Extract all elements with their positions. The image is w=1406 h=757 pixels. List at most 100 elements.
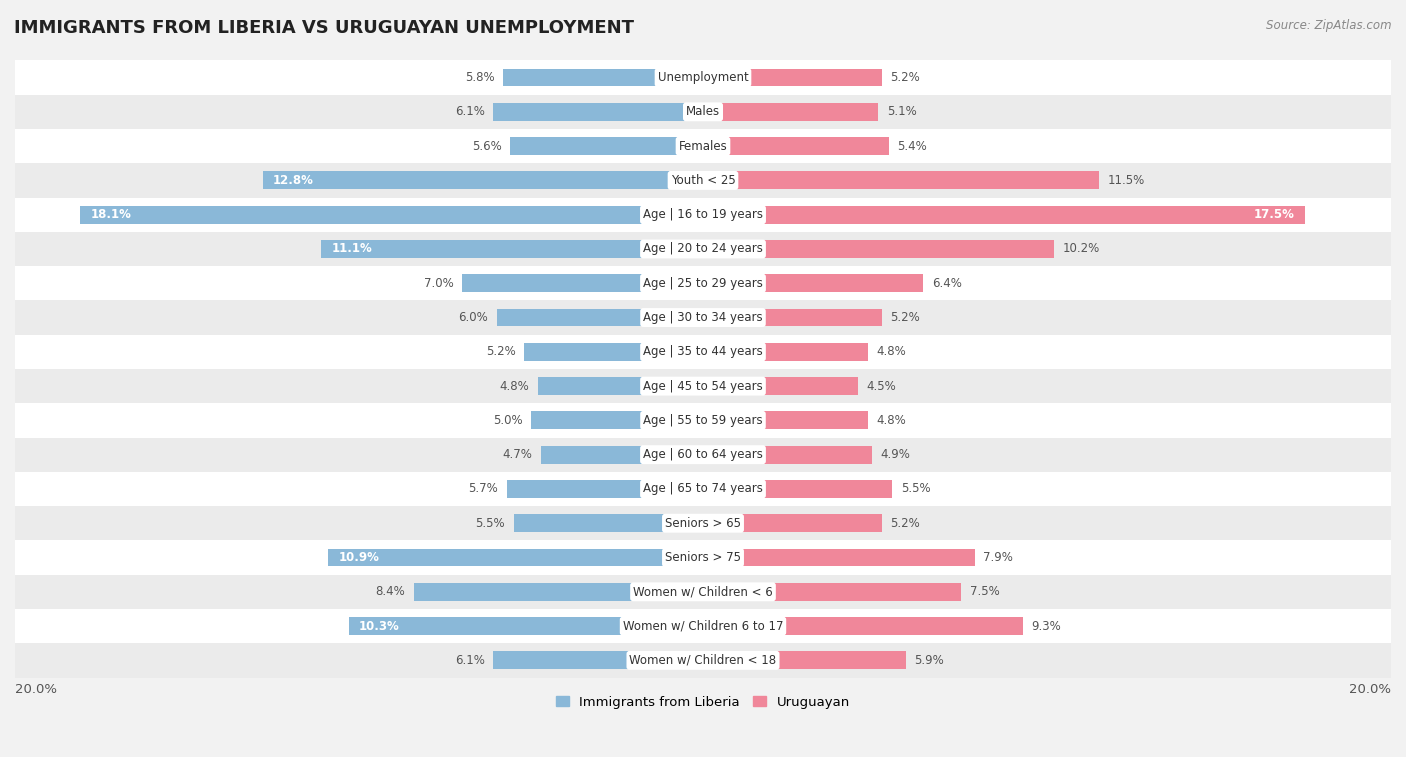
Bar xyxy=(494,652,703,669)
Text: 20.0%: 20.0% xyxy=(1348,683,1391,696)
Text: Unemployment: Unemployment xyxy=(658,71,748,84)
Text: Age | 30 to 34 years: Age | 30 to 34 years xyxy=(643,311,763,324)
Bar xyxy=(503,69,703,86)
Text: 5.1%: 5.1% xyxy=(887,105,917,118)
Bar xyxy=(703,137,889,155)
Bar xyxy=(80,206,703,223)
Bar xyxy=(80,206,703,223)
Bar xyxy=(703,343,868,361)
Bar xyxy=(15,609,1391,643)
Text: Males: Males xyxy=(686,105,720,118)
Bar xyxy=(510,137,703,155)
Bar xyxy=(703,583,960,601)
Bar xyxy=(541,446,703,463)
Bar xyxy=(703,343,868,361)
Bar xyxy=(703,206,1305,223)
Bar xyxy=(15,301,1391,335)
Bar xyxy=(703,69,882,86)
Bar xyxy=(15,643,1391,678)
Bar xyxy=(703,240,1054,258)
Text: IMMIGRANTS FROM LIBERIA VS URUGUAYAN UNEMPLOYMENT: IMMIGRANTS FROM LIBERIA VS URUGUAYAN UNE… xyxy=(14,19,634,37)
Text: 5.9%: 5.9% xyxy=(914,654,945,667)
Bar xyxy=(703,514,882,532)
Text: 6.1%: 6.1% xyxy=(454,654,485,667)
Bar xyxy=(524,343,703,361)
Bar xyxy=(703,206,1305,223)
Bar xyxy=(703,103,879,121)
Text: Age | 16 to 19 years: Age | 16 to 19 years xyxy=(643,208,763,221)
Text: 10.3%: 10.3% xyxy=(359,619,399,633)
Text: Age | 35 to 44 years: Age | 35 to 44 years xyxy=(643,345,763,358)
Bar xyxy=(703,617,1024,635)
Text: 4.9%: 4.9% xyxy=(880,448,910,461)
Bar xyxy=(513,514,703,532)
Bar xyxy=(15,575,1391,609)
Text: 10.2%: 10.2% xyxy=(1063,242,1099,255)
Bar xyxy=(703,309,882,326)
Text: 17.5%: 17.5% xyxy=(1254,208,1295,221)
Text: 4.8%: 4.8% xyxy=(499,379,529,393)
Bar xyxy=(538,377,703,395)
Bar xyxy=(328,549,703,566)
Text: 5.0%: 5.0% xyxy=(492,414,523,427)
Bar xyxy=(531,412,703,429)
Bar xyxy=(494,652,703,669)
Text: 6.0%: 6.0% xyxy=(458,311,488,324)
Text: Seniors > 75: Seniors > 75 xyxy=(665,551,741,564)
Text: 5.4%: 5.4% xyxy=(897,139,927,153)
Bar xyxy=(349,617,703,635)
Text: Age | 20 to 24 years: Age | 20 to 24 years xyxy=(643,242,763,255)
Bar xyxy=(510,137,703,155)
Text: 5.2%: 5.2% xyxy=(485,345,516,358)
Text: 18.1%: 18.1% xyxy=(90,208,132,221)
Bar xyxy=(703,446,872,463)
Bar xyxy=(703,480,893,498)
Text: 4.5%: 4.5% xyxy=(866,379,896,393)
Bar xyxy=(263,172,703,189)
Bar xyxy=(703,137,889,155)
Bar xyxy=(15,129,1391,164)
Bar xyxy=(703,69,882,86)
Text: 5.5%: 5.5% xyxy=(475,517,505,530)
Text: 6.4%: 6.4% xyxy=(932,277,962,290)
Text: 5.6%: 5.6% xyxy=(472,139,502,153)
Bar xyxy=(703,549,974,566)
Bar xyxy=(541,446,703,463)
Bar xyxy=(703,309,882,326)
Bar xyxy=(531,412,703,429)
Bar xyxy=(321,240,703,258)
Bar xyxy=(538,377,703,395)
Text: 5.5%: 5.5% xyxy=(901,482,931,496)
Bar xyxy=(463,274,703,292)
Text: Females: Females xyxy=(679,139,727,153)
Bar xyxy=(496,309,703,326)
Text: 12.8%: 12.8% xyxy=(273,174,314,187)
Text: Seniors > 65: Seniors > 65 xyxy=(665,517,741,530)
Bar xyxy=(15,266,1391,301)
Bar xyxy=(703,480,893,498)
Text: 5.2%: 5.2% xyxy=(890,311,921,324)
Bar xyxy=(703,274,924,292)
Bar xyxy=(15,369,1391,403)
Bar xyxy=(703,172,1098,189)
Text: Women w/ Children 6 to 17: Women w/ Children 6 to 17 xyxy=(623,619,783,633)
Bar xyxy=(703,617,1024,635)
Text: 4.8%: 4.8% xyxy=(877,345,907,358)
Bar xyxy=(508,480,703,498)
Text: Youth < 25: Youth < 25 xyxy=(671,174,735,187)
Bar xyxy=(703,377,858,395)
Legend: Immigrants from Liberia, Uruguayan: Immigrants from Liberia, Uruguayan xyxy=(550,690,856,714)
Bar xyxy=(15,335,1391,369)
Bar xyxy=(703,549,974,566)
Text: 4.7%: 4.7% xyxy=(503,448,533,461)
Bar xyxy=(15,198,1391,232)
Bar xyxy=(15,232,1391,266)
Bar xyxy=(703,514,882,532)
Bar xyxy=(413,583,703,601)
Text: 10.9%: 10.9% xyxy=(339,551,380,564)
Text: Age | 60 to 64 years: Age | 60 to 64 years xyxy=(643,448,763,461)
Bar xyxy=(703,583,960,601)
Text: Age | 45 to 54 years: Age | 45 to 54 years xyxy=(643,379,763,393)
Bar xyxy=(349,617,703,635)
Text: 20.0%: 20.0% xyxy=(15,683,58,696)
